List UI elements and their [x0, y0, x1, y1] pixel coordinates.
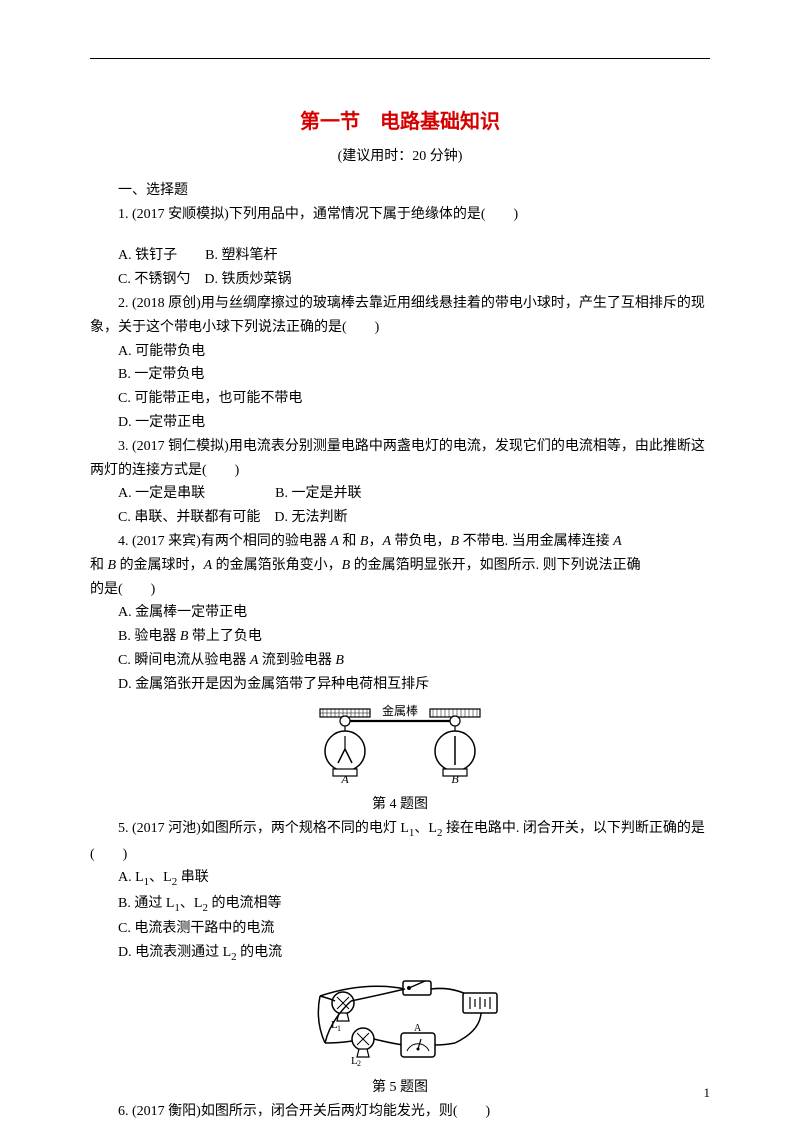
q4-text: ，	[368, 534, 382, 549]
question-1-stem: 1. (2017 安顺模拟)下列用品中，通常情况下属于绝缘体的是( )	[90, 203, 710, 227]
question-1-options-row2: C. 不锈钢勺 D. 铁质炒菜锅	[90, 268, 710, 292]
question-2-stem-text: 2. (2018 原创)用与丝绸摩擦过的玻璃棒去靠近用细线悬挂着的带电小球时，产…	[90, 296, 705, 335]
q5a-text: A. L	[118, 870, 144, 885]
q5b-text: 的电流相等	[208, 896, 282, 911]
question-4-stem: 4. (2017 来宾)有两个相同的验电器 A 和 B，A 带负电，B 不带电.…	[90, 530, 710, 554]
question-4-figure-caption: 第 4 题图	[90, 793, 710, 817]
q4-text: 和	[339, 534, 360, 549]
q5a-text: 串联	[177, 870, 209, 885]
q4-text: 的金属箔张角变小，	[212, 558, 342, 573]
document-title: 第一节 电路基础知识	[90, 105, 710, 139]
svg-text:金属棒: 金属棒	[382, 703, 418, 718]
question-2-option-a: A. 可能带负电	[90, 340, 710, 364]
question-4-option-c: C. 瞬间电流从验电器 A 流到验电器 B	[90, 649, 710, 673]
question-4-option-d: D. 金属箔张开是因为金属箔带了异种电荷相互排斥	[90, 673, 710, 697]
question-4-stem-line2: 和 B 的金属球时，A 的金属箔张角变小，B 的金属箔明显张开，如图所示. 则下…	[90, 554, 710, 578]
question-5-option-c: C. 电流表测干路中的电流	[90, 917, 710, 941]
question-4-stem-line3: 的是( )	[90, 578, 710, 602]
svg-text:1: 1	[337, 1024, 341, 1033]
question-4-option-a: A. 金属棒一定带正电	[90, 601, 710, 625]
document-subtitle: (建议用时：20 分钟)	[90, 145, 710, 169]
q4-text: 带负电，	[391, 534, 451, 549]
question-5-option-b: B. 通过 L1、L2 的电流相等	[90, 892, 710, 917]
q5b-text: 、L	[180, 896, 203, 911]
q4b-text: B. 验电器	[118, 629, 180, 644]
question-2-option-c: C. 可能带正电，也可能不带电	[90, 387, 710, 411]
q5-text: 5. (2017 河池)如图所示，两个规格不同的电灯 L	[118, 821, 409, 836]
question-4-figure: 金属棒 A B	[90, 701, 710, 792]
question-4-option-b: B. 验电器 B 带上了负电	[90, 625, 710, 649]
page-number: 1	[704, 1082, 711, 1104]
question-3-stem: 3. (2017 铜仁模拟)用电流表分别测量电路中两盏电灯的电流，发现它们的电流…	[90, 435, 710, 483]
question-5-stem: 5. (2017 河池)如图所示，两个规格不同的电灯 L1、L2 接在电路中. …	[90, 817, 710, 866]
top-rule	[90, 58, 710, 59]
question-2-option-d: D. 一定带正电	[90, 411, 710, 435]
q4-text: 的金属球时，	[116, 558, 204, 573]
svg-text:A: A	[414, 1023, 422, 1034]
question-5-option-d: D. 电流表测通过 L2 的电流	[90, 941, 710, 966]
svg-text:B: B	[451, 772, 459, 783]
q4-text: 的金属箔明显张开，如图所示. 则下列说法正确	[350, 558, 641, 573]
question-5-figure-caption: 第 5 题图	[90, 1076, 710, 1100]
q5-text: 、L	[414, 821, 437, 836]
question-5-option-a: A. L1、L2 串联	[90, 866, 710, 891]
q4c-text: 流到验电器	[258, 653, 335, 668]
question-6-stem: 6. (2017 衡阳)如图所示，闭合开关后两灯均能发光，则( )	[90, 1100, 710, 1124]
svg-text:2: 2	[357, 1059, 361, 1066]
q5d-text: 的电流	[237, 945, 283, 960]
question-2-option-b: B. 一定带负电	[90, 363, 710, 387]
svg-text:A: A	[340, 772, 349, 783]
q4-text: 不带电. 当用金属棒连接	[459, 534, 613, 549]
question-5-figure: L1 L2 A	[90, 971, 710, 1075]
q4-text: 4. (2017 来宾)有两个相同的验电器	[118, 534, 330, 549]
question-3-stem-text: 3. (2017 铜仁模拟)用电流表分别测量电路中两盏电灯的电流，发现它们的电流…	[90, 439, 705, 478]
q4-text: 和	[90, 558, 108, 573]
circuit-diagram-icon: L1 L2 A	[295, 971, 505, 1066]
q5d-text: D. 电流表测通过 L	[118, 945, 231, 960]
electroscope-diagram-icon: 金属棒 A B	[305, 701, 495, 783]
q5a-text: 、L	[149, 870, 172, 885]
q4c-text: C. 瞬间电流从验电器	[118, 653, 250, 668]
q4b-text: 带上了负电	[188, 629, 262, 644]
section-heading: 一、选择题	[90, 179, 710, 203]
question-3-options-row2: C. 串联、并联都有可能 D. 无法判断	[90, 506, 710, 530]
question-2-stem: 2. (2018 原创)用与丝绸摩擦过的玻璃棒去靠近用细线悬挂着的带电小球时，产…	[90, 292, 710, 340]
q5b-text: B. 通过 L	[118, 896, 174, 911]
question-3-options-row1: A. 一定是串联 B. 一定是并联	[90, 482, 710, 506]
question-1-options-row1: A. 铁钉子 B. 塑料笔杆	[90, 244, 710, 268]
